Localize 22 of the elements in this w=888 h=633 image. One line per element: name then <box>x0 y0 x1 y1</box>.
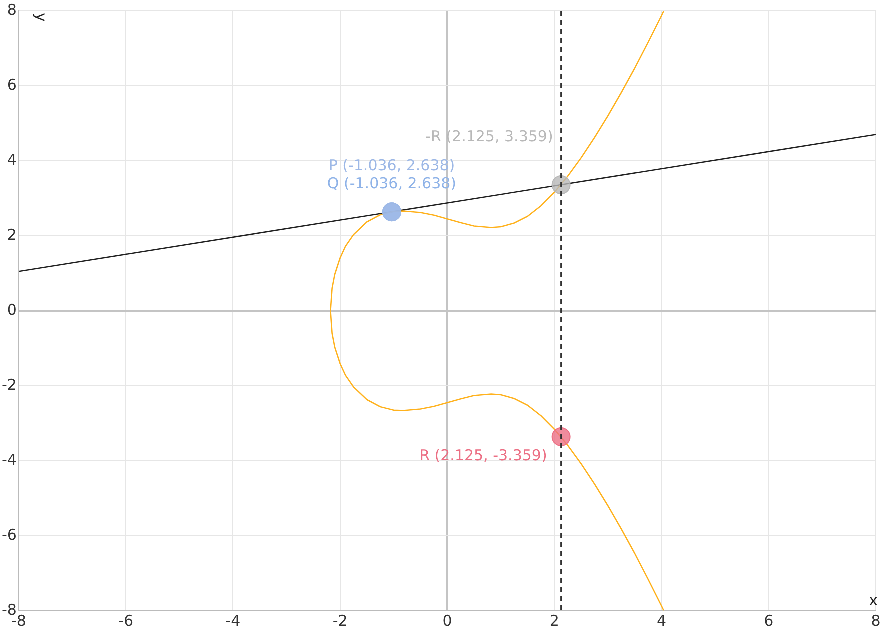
y-tick-label: -6 <box>2 526 17 544</box>
text: -R (2.125, 3.359) <box>426 127 554 146</box>
x-axis-title: x <box>869 591 878 610</box>
x-tick-label: 6 <box>764 612 774 630</box>
y-axis-title: y <box>32 13 51 22</box>
x-tick-label: 0 <box>442 612 452 630</box>
y-tick-label: 4 <box>7 150 17 169</box>
x-tick-label: 2 <box>550 612 560 630</box>
x-tick-label: -6 <box>118 612 134 630</box>
text: P (-1.036, 2.638) <box>328 156 456 174</box>
x-tick-label: -2 <box>332 612 348 630</box>
y-tick-label: 8 <box>7 0 17 19</box>
series-label: R (2.125, -3.359) <box>420 446 548 464</box>
y-tick-label: 6 <box>7 76 17 94</box>
y-tick-label: -4 <box>2 450 17 469</box>
y-tick-label: 2 <box>7 226 17 244</box>
y-tick-label: 0 <box>7 300 17 319</box>
series-label: Q (-1.036, 2.638) <box>327 174 457 192</box>
y-tick-label: -2 <box>2 376 17 394</box>
x-tick-label: 8 <box>871 612 881 630</box>
x-tick-label: -4 <box>226 612 241 630</box>
x-tick-label: 4 <box>656 612 667 630</box>
